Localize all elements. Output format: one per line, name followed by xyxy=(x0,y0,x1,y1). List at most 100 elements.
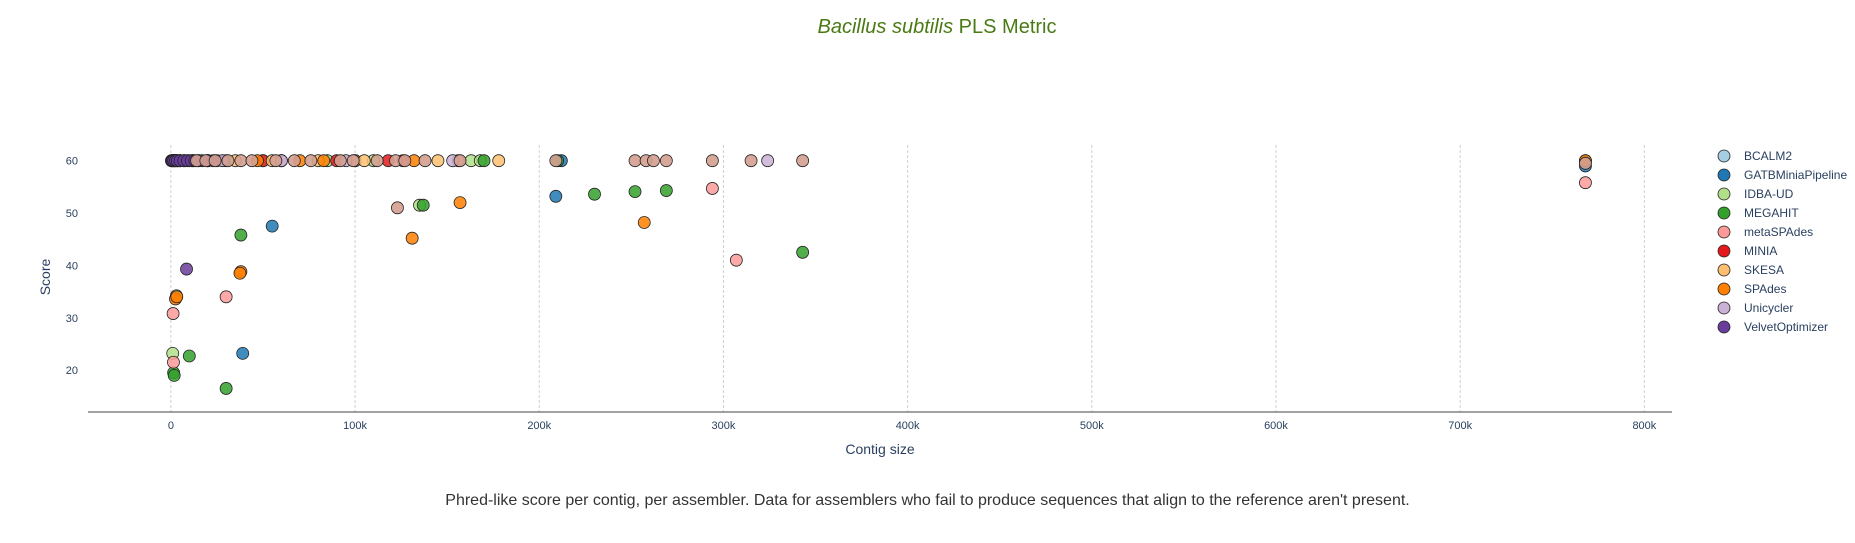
x-tick-label: 300k xyxy=(712,420,736,432)
data-point[interactable] xyxy=(269,154,283,168)
scatter-chart: Bacillus subtilis PLS Metric 0 100k 200k 30… xyxy=(37,16,1847,457)
data-point[interactable] xyxy=(370,154,384,168)
x-tick-label: 500k xyxy=(1080,420,1104,432)
data-point[interactable] xyxy=(705,182,719,195)
data-point[interactable] xyxy=(405,231,419,245)
data-point[interactable] xyxy=(628,154,642,168)
data-point[interactable] xyxy=(265,219,279,233)
data-point[interactable] xyxy=(628,185,642,198)
data-point[interactable] xyxy=(492,154,506,168)
data-point[interactable] xyxy=(431,154,445,168)
legend-marker xyxy=(1717,168,1731,182)
legend-item-metaspades[interactable]: metaSPAdes xyxy=(1717,225,1813,239)
data-point[interactable] xyxy=(234,228,248,242)
data-point[interactable] xyxy=(236,346,250,360)
data-point[interactable] xyxy=(796,154,810,168)
data-point[interactable] xyxy=(1579,156,1592,170)
data-point[interactable] xyxy=(333,154,347,168)
data-point[interactable] xyxy=(233,266,247,280)
y-tick-label: 40 xyxy=(66,260,78,272)
y-axis-label: Score xyxy=(37,259,53,296)
legend-item-bcalm2[interactable]: BCALM2 xyxy=(1717,149,1792,163)
legend-marker xyxy=(1717,320,1731,334)
legend-marker xyxy=(1717,187,1731,201)
data-point[interactable] xyxy=(588,187,601,201)
legend-label: MEGAHIT xyxy=(1744,206,1799,220)
legend-label: VelvetOptimizer xyxy=(1744,320,1828,334)
data-point[interactable] xyxy=(637,216,651,229)
data-point[interactable] xyxy=(182,349,196,363)
data-point[interactable] xyxy=(796,245,810,259)
legend-item-velvetoptimizer[interactable]: VelvetOptimizer xyxy=(1717,320,1828,334)
legend-item-spades[interactable]: SPAdes xyxy=(1717,282,1786,296)
series-idba-ud xyxy=(166,154,487,360)
legend-item-megahit[interactable]: MEGAHIT xyxy=(1717,206,1799,220)
data-point[interactable] xyxy=(761,154,775,168)
legend-item-skesa[interactable]: SKESA xyxy=(1717,263,1784,277)
data-point[interactable] xyxy=(208,154,222,168)
legend-label: metaSPAdes xyxy=(1744,225,1813,239)
legend-label: SPAdes xyxy=(1744,282,1786,296)
data-point[interactable] xyxy=(166,307,180,320)
x-tick-label: 400k xyxy=(896,420,920,432)
data-point[interactable] xyxy=(705,154,719,168)
data-point[interactable] xyxy=(744,154,758,168)
data-point[interactable] xyxy=(317,154,331,168)
data-point[interactable] xyxy=(357,154,371,168)
legend-marker xyxy=(1717,206,1731,220)
data-point[interactable] xyxy=(234,154,248,168)
x-tick-label: 100k xyxy=(343,420,367,432)
data-point[interactable] xyxy=(453,196,467,209)
data-point[interactable] xyxy=(659,154,673,168)
data-point[interactable] xyxy=(729,253,743,267)
y-tick-label: 50 xyxy=(66,208,78,220)
data-point[interactable] xyxy=(287,154,301,168)
overlapping-points xyxy=(190,154,1592,215)
data-point[interactable] xyxy=(180,262,193,276)
series-spades xyxy=(169,154,1592,306)
series-megahit xyxy=(167,154,810,395)
x-tick-label: 800k xyxy=(1632,420,1656,432)
data-point[interactable] xyxy=(647,154,660,168)
legend-label: BCALM2 xyxy=(1744,149,1792,163)
legend-item-idba-ud[interactable]: IDBA-UD xyxy=(1717,187,1794,201)
data-point[interactable] xyxy=(418,154,432,168)
legend-item-unicycler[interactable]: Unicycler xyxy=(1717,301,1793,315)
data-point[interactable] xyxy=(346,154,360,168)
legend-marker xyxy=(1717,282,1731,296)
data-point[interactable] xyxy=(416,198,430,212)
data-point[interactable] xyxy=(219,382,233,395)
series-velvetoptimizer xyxy=(165,154,220,276)
data-point[interactable] xyxy=(1579,176,1592,190)
data-point[interactable] xyxy=(659,184,673,197)
data-point[interactable] xyxy=(304,154,318,168)
legend-item-gatbminiapipeline[interactable]: GATBMiniaPipeline xyxy=(1717,168,1847,182)
legend-marker xyxy=(1717,263,1731,277)
legend-marker xyxy=(1717,244,1731,258)
data-point[interactable] xyxy=(453,154,467,168)
data-point[interactable] xyxy=(170,290,184,304)
data-point[interactable] xyxy=(221,154,235,168)
data-point[interactable] xyxy=(167,368,181,382)
data-point[interactable] xyxy=(219,290,233,304)
x-tick-label: 200k xyxy=(527,420,551,432)
series-gatbminiapipeline xyxy=(166,154,1592,360)
legend-marker xyxy=(1717,149,1731,163)
y-tick-label: 60 xyxy=(66,156,78,168)
x-tick-label: 600k xyxy=(1264,420,1288,432)
legend-marker xyxy=(1717,225,1731,239)
y-axis-ticks: 20 30 40 50 60 xyxy=(66,156,78,377)
data-point[interactable] xyxy=(167,355,180,369)
data-point[interactable] xyxy=(549,154,563,168)
data-point[interactable] xyxy=(245,154,259,168)
x-tick-label: 700k xyxy=(1448,420,1472,432)
data-point[interactable] xyxy=(477,154,491,168)
legend-item-minia[interactable]: MINIA xyxy=(1717,244,1777,258)
legend[interactable]: BCALM2 GATBMiniaPipeline IDBA-UD MEGAHIT met… xyxy=(1717,149,1847,334)
data-point[interactable] xyxy=(398,154,412,168)
legend-label: Unicycler xyxy=(1744,301,1793,315)
y-tick-label: 30 xyxy=(66,313,78,325)
data-point[interactable] xyxy=(391,201,404,215)
chart-caption: Phred-like score per contig, per assembl… xyxy=(445,492,1410,509)
data-point[interactable] xyxy=(549,189,563,203)
